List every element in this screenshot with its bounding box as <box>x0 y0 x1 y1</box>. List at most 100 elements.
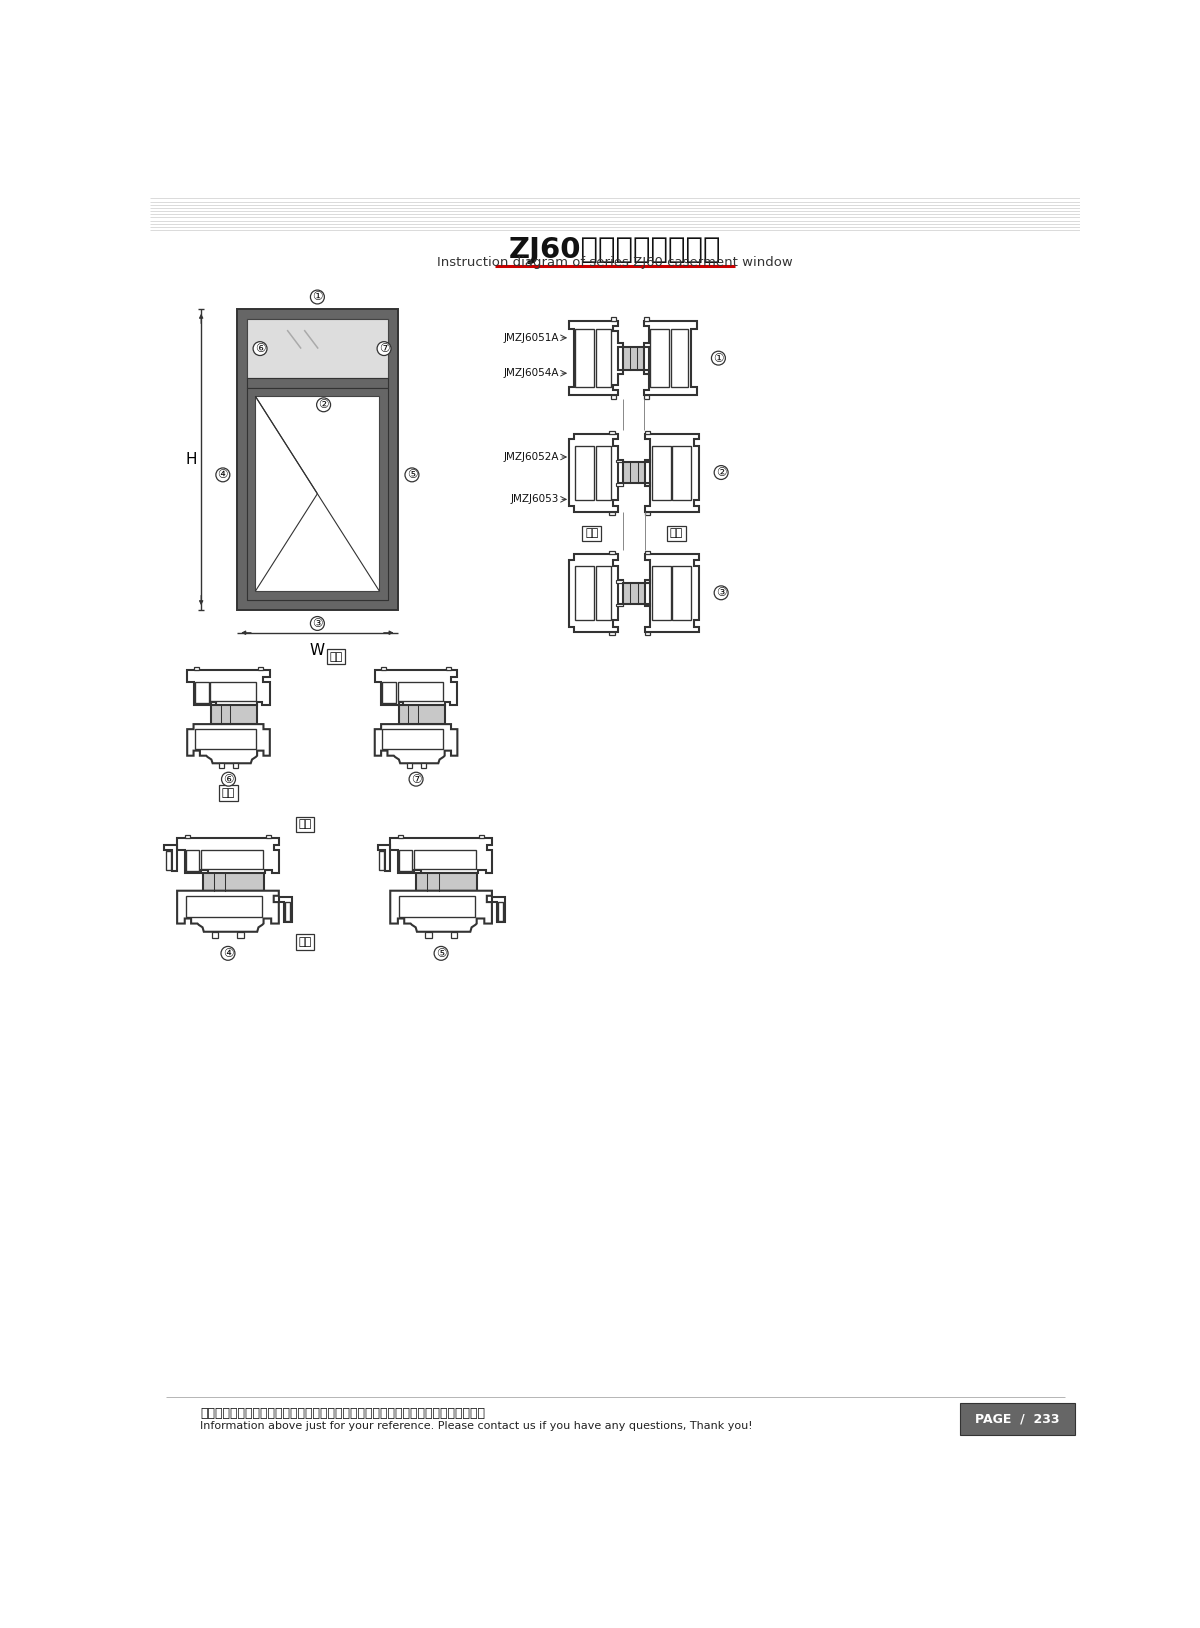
Bar <box>247 319 388 599</box>
Polygon shape <box>610 550 614 554</box>
Polygon shape <box>498 902 503 921</box>
Polygon shape <box>644 430 650 435</box>
Circle shape <box>311 290 324 304</box>
Text: ②: ② <box>716 466 726 479</box>
Circle shape <box>377 342 391 355</box>
Polygon shape <box>193 667 199 671</box>
Polygon shape <box>374 671 457 705</box>
Polygon shape <box>210 682 256 700</box>
Text: W: W <box>310 643 325 658</box>
Bar <box>236 309 398 609</box>
Polygon shape <box>258 667 264 671</box>
Polygon shape <box>643 317 649 321</box>
Text: ⑥: ⑥ <box>223 773 234 786</box>
Polygon shape <box>644 435 700 511</box>
Circle shape <box>712 352 725 365</box>
Polygon shape <box>178 838 278 873</box>
Polygon shape <box>617 580 623 583</box>
Polygon shape <box>644 632 650 635</box>
Polygon shape <box>672 567 691 620</box>
Text: ⑥: ⑥ <box>254 342 265 355</box>
Polygon shape <box>407 764 412 768</box>
Text: Information above just for your reference. Please contact us if you have any que: Information above just for your referenc… <box>200 1421 754 1431</box>
Polygon shape <box>644 554 700 632</box>
Polygon shape <box>238 931 244 938</box>
Text: JMZJ6051A: JMZJ6051A <box>504 332 559 344</box>
Text: 室外: 室外 <box>299 938 312 947</box>
Circle shape <box>404 467 419 482</box>
Text: ③: ③ <box>716 586 726 599</box>
Text: ①: ① <box>713 352 724 365</box>
Polygon shape <box>652 446 671 500</box>
Polygon shape <box>569 554 623 632</box>
Polygon shape <box>671 329 688 387</box>
Polygon shape <box>398 835 403 838</box>
Polygon shape <box>479 835 485 838</box>
Text: ④: ④ <box>223 947 233 961</box>
Circle shape <box>409 772 424 786</box>
Text: ③: ③ <box>312 617 323 630</box>
Polygon shape <box>218 764 224 768</box>
Polygon shape <box>414 850 476 869</box>
Polygon shape <box>374 724 457 764</box>
Polygon shape <box>398 705 445 724</box>
Polygon shape <box>643 321 697 396</box>
Bar <box>960 1403 1074 1434</box>
Text: JMZJ6054A: JMZJ6054A <box>504 368 559 378</box>
Text: ⑤: ⑤ <box>407 469 418 482</box>
Circle shape <box>253 342 268 355</box>
Polygon shape <box>178 891 278 931</box>
Text: ④: ④ <box>217 469 228 482</box>
Polygon shape <box>378 845 390 871</box>
Text: 室内: 室内 <box>299 819 312 829</box>
Polygon shape <box>383 729 443 749</box>
Polygon shape <box>611 317 617 321</box>
Polygon shape <box>617 459 623 462</box>
Polygon shape <box>212 931 218 938</box>
Polygon shape <box>610 430 614 435</box>
Text: ⑤: ⑤ <box>436 947 446 961</box>
Polygon shape <box>611 396 617 399</box>
Polygon shape <box>617 484 623 487</box>
Polygon shape <box>400 850 413 871</box>
Text: ⑦: ⑦ <box>410 773 421 786</box>
Polygon shape <box>187 724 270 764</box>
Text: Instruction diagram of series ZJ60 caserment window: Instruction diagram of series ZJ60 caser… <box>437 256 793 269</box>
Polygon shape <box>617 604 623 606</box>
Polygon shape <box>233 764 238 768</box>
Polygon shape <box>186 895 263 917</box>
Text: PAGE  /  233: PAGE / 233 <box>974 1413 1060 1426</box>
Polygon shape <box>575 567 594 620</box>
Polygon shape <box>278 897 292 923</box>
Bar <box>247 378 388 387</box>
Polygon shape <box>286 902 290 921</box>
Polygon shape <box>383 682 396 703</box>
Polygon shape <box>194 682 209 703</box>
Polygon shape <box>200 850 263 869</box>
Text: JMZJ6053: JMZJ6053 <box>511 495 559 505</box>
Circle shape <box>714 586 728 599</box>
Polygon shape <box>492 897 505 923</box>
Polygon shape <box>194 729 256 749</box>
Polygon shape <box>569 321 623 396</box>
Polygon shape <box>425 931 432 938</box>
Polygon shape <box>211 705 257 724</box>
Polygon shape <box>390 891 492 931</box>
Text: ZJ60系列平开窗结构图: ZJ60系列平开窗结构图 <box>509 236 721 264</box>
Polygon shape <box>672 446 691 500</box>
Polygon shape <box>446 667 451 671</box>
Text: JMZJ6052A: JMZJ6052A <box>504 453 559 462</box>
Text: H: H <box>185 453 197 467</box>
Text: ①: ① <box>312 290 323 303</box>
Polygon shape <box>451 931 457 938</box>
Text: 室外: 室外 <box>670 529 683 539</box>
Bar <box>247 319 388 378</box>
Polygon shape <box>400 895 475 917</box>
Polygon shape <box>643 396 649 399</box>
Polygon shape <box>164 845 178 871</box>
Polygon shape <box>266 835 271 838</box>
Text: 室内: 室内 <box>329 651 343 661</box>
Polygon shape <box>187 671 270 705</box>
Text: 室外: 室外 <box>222 788 235 798</box>
Circle shape <box>311 617 324 630</box>
